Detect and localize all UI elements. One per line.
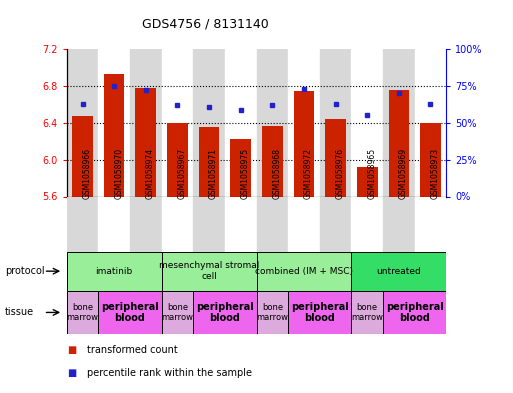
Text: peripheral
blood: peripheral blood xyxy=(291,302,349,323)
Bar xyxy=(72,116,93,196)
Bar xyxy=(67,291,98,334)
Bar xyxy=(256,252,351,291)
Text: GSM1058969: GSM1058969 xyxy=(399,148,408,199)
Bar xyxy=(357,167,378,196)
Bar xyxy=(320,196,351,252)
Bar xyxy=(256,196,288,252)
Bar xyxy=(162,291,193,334)
Bar xyxy=(320,49,351,196)
Bar xyxy=(67,196,98,252)
Text: bone
marrow: bone marrow xyxy=(162,303,193,322)
Text: untreated: untreated xyxy=(377,267,421,275)
Bar xyxy=(383,196,415,252)
Bar xyxy=(135,88,156,196)
Text: ■: ■ xyxy=(67,345,76,355)
Bar xyxy=(351,196,383,252)
Text: peripheral
blood: peripheral blood xyxy=(386,302,444,323)
Text: bone
marrow: bone marrow xyxy=(256,303,288,322)
Bar xyxy=(288,49,320,196)
Text: GSM1058974: GSM1058974 xyxy=(146,148,155,199)
Text: peripheral
blood: peripheral blood xyxy=(196,302,254,323)
Text: GSM1058968: GSM1058968 xyxy=(272,148,281,199)
Text: GSM1058970: GSM1058970 xyxy=(114,148,123,199)
Bar xyxy=(415,49,446,196)
Bar xyxy=(193,291,256,334)
Text: GSM1058972: GSM1058972 xyxy=(304,148,313,199)
Bar xyxy=(130,49,162,196)
Text: protocol: protocol xyxy=(5,266,45,276)
Bar xyxy=(67,49,98,196)
Text: combined (IM + MSC): combined (IM + MSC) xyxy=(255,267,353,275)
Text: tissue: tissue xyxy=(5,307,34,318)
Bar xyxy=(351,49,383,196)
Text: percentile rank within the sample: percentile rank within the sample xyxy=(87,368,252,378)
Bar xyxy=(162,196,193,252)
Text: bone
marrow: bone marrow xyxy=(67,303,98,322)
Bar xyxy=(130,196,162,252)
Text: ■: ■ xyxy=(67,368,76,378)
Bar xyxy=(167,123,188,196)
Text: GSM1058975: GSM1058975 xyxy=(241,148,250,199)
Bar xyxy=(420,123,441,196)
Bar xyxy=(225,196,256,252)
Bar xyxy=(162,49,193,196)
Bar xyxy=(104,74,125,196)
Text: mesenchymal stromal
cell: mesenchymal stromal cell xyxy=(159,261,259,281)
Text: GSM1058965: GSM1058965 xyxy=(367,148,376,199)
Bar xyxy=(256,49,288,196)
Bar xyxy=(98,291,162,334)
Bar xyxy=(351,252,446,291)
Bar xyxy=(67,252,162,291)
Bar xyxy=(288,196,320,252)
Bar xyxy=(383,291,446,334)
Bar xyxy=(415,196,446,252)
Bar xyxy=(230,140,251,196)
Text: transformed count: transformed count xyxy=(87,345,178,355)
Text: GSM1058971: GSM1058971 xyxy=(209,148,218,199)
Bar xyxy=(388,90,409,196)
Bar xyxy=(98,196,130,252)
Bar xyxy=(351,291,383,334)
Bar xyxy=(98,49,130,196)
Bar xyxy=(262,126,283,196)
Bar xyxy=(193,49,225,196)
Bar xyxy=(256,291,288,334)
Text: GSM1058976: GSM1058976 xyxy=(336,148,345,199)
Bar xyxy=(288,291,351,334)
Text: GSM1058973: GSM1058973 xyxy=(430,148,440,199)
Text: bone
marrow: bone marrow xyxy=(351,303,383,322)
Text: GDS4756 / 8131140: GDS4756 / 8131140 xyxy=(142,17,269,30)
Text: imatinib: imatinib xyxy=(95,267,133,275)
Bar xyxy=(325,119,346,196)
Bar xyxy=(225,49,256,196)
Bar xyxy=(293,90,314,196)
Bar xyxy=(162,252,256,291)
Text: GSM1058966: GSM1058966 xyxy=(83,148,91,199)
Text: GSM1058967: GSM1058967 xyxy=(177,148,186,199)
Bar xyxy=(193,196,225,252)
Bar xyxy=(199,127,220,196)
Text: peripheral
blood: peripheral blood xyxy=(101,302,159,323)
Bar xyxy=(383,49,415,196)
